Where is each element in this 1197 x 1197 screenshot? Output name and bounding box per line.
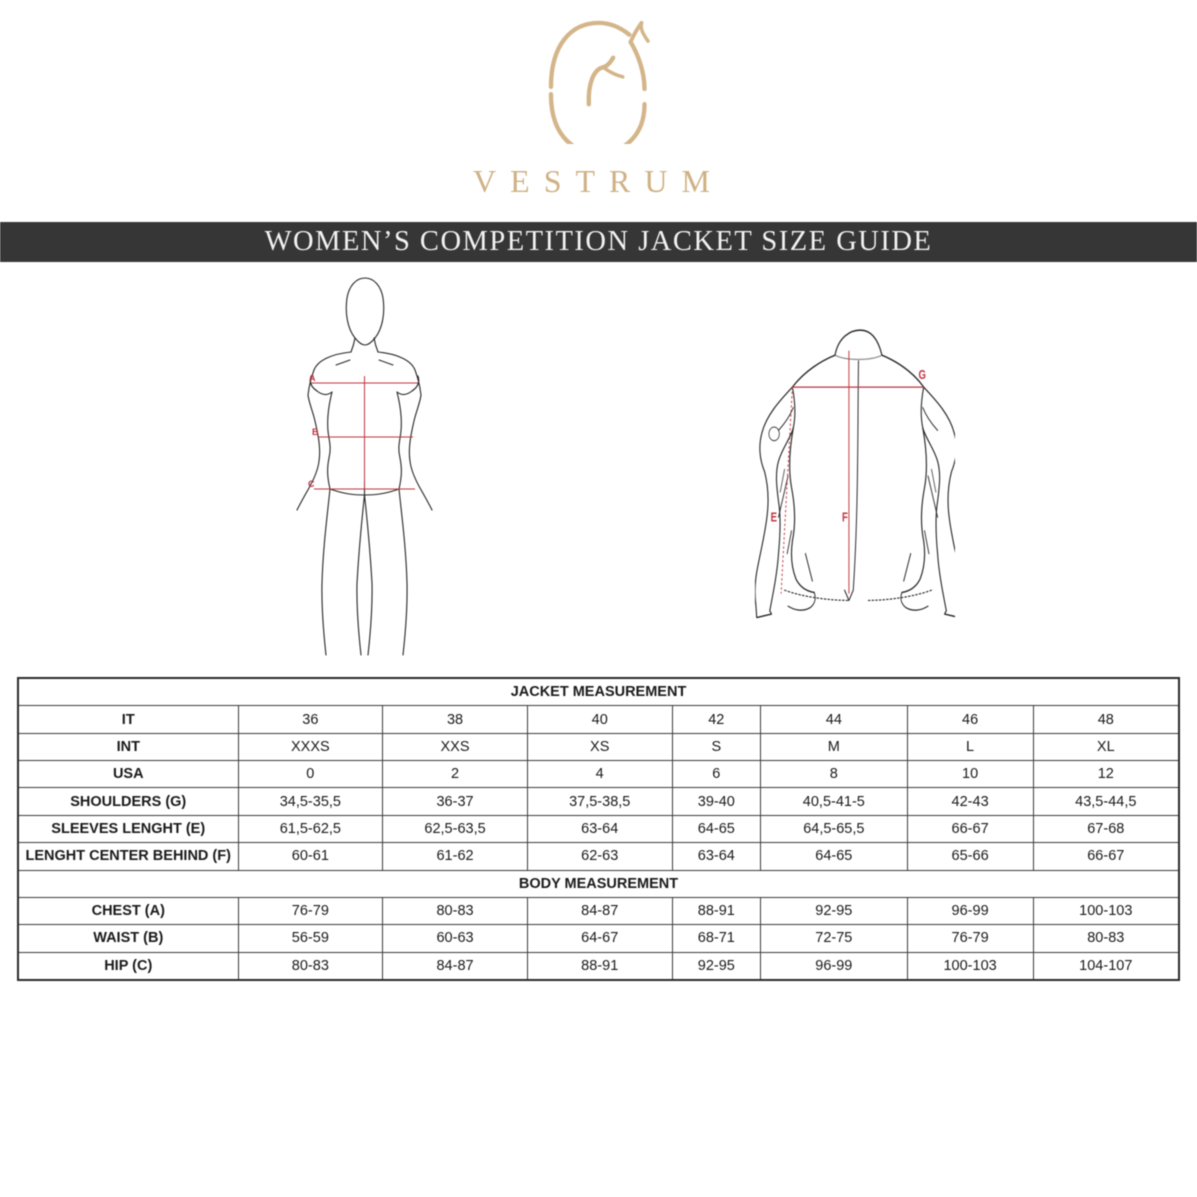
svg-text:A: A <box>309 373 316 383</box>
svg-text:C: C <box>308 479 315 489</box>
svg-text:F: F <box>842 512 848 525</box>
svg-text:E: E <box>771 512 777 525</box>
svg-text:G: G <box>918 369 925 382</box>
svg-text:B: B <box>312 427 319 437</box>
